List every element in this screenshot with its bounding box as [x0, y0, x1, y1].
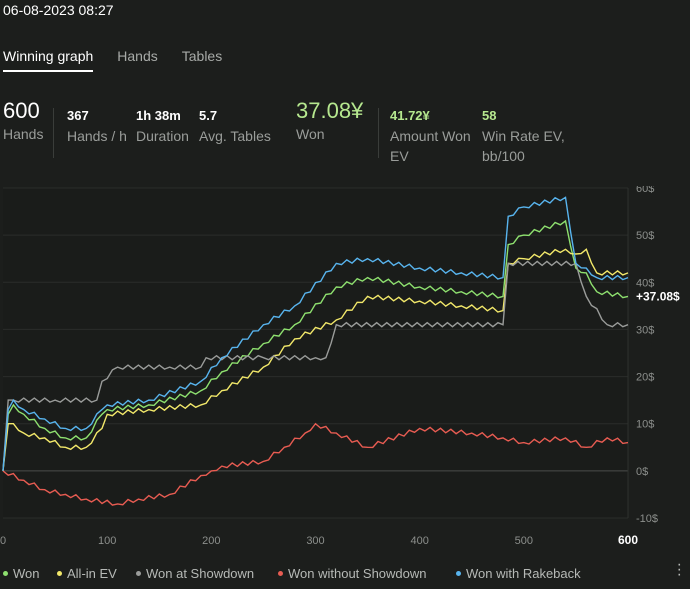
legend-label: Won without Showdown: [288, 566, 427, 581]
stat-amount-won-ev-value: 41.72¥: [390, 108, 430, 123]
series-line-won-at-showdown: [2, 260, 629, 471]
tab-bar: Winning graph Hands Tables: [3, 48, 246, 72]
series-line-won-without-showdown: [2, 422, 629, 506]
legend-item-won-at-showdown[interactable]: Won at Showdown: [136, 566, 254, 581]
stat-divider: [378, 108, 379, 158]
stat-won: 37.08¥ Won: [296, 98, 363, 144]
legend-dot-icon: [136, 571, 141, 577]
stat-duration: 1h 38m Duration: [136, 108, 189, 146]
y-tick-label: 60$: [636, 186, 654, 195]
stat-avg-tables: 5.7 Avg. Tables: [199, 108, 271, 146]
legend-label: Won with Rakeback: [466, 566, 581, 581]
y-tick-label: -10$: [636, 513, 658, 525]
stat-won-label: Won: [296, 126, 325, 142]
stat-avg-tables-value: 5.7: [199, 108, 218, 123]
legend-item-won-without-showdown[interactable]: Won without Showdown: [278, 566, 427, 581]
x-tick-label: 100: [98, 535, 116, 547]
stat-win-rate-ev: 58 Win Rate EV, bb/100: [482, 108, 567, 166]
legend-item-won-with-rakeback[interactable]: Won with Rakeback: [456, 566, 581, 581]
tab-winning-graph[interactable]: Winning graph: [3, 48, 94, 72]
stat-hands-per-hour: 367 Hands / h: [67, 108, 127, 146]
stat-win-rate-ev-label: Win Rate EV, bb/100: [482, 128, 565, 164]
stat-hph-value: 367: [67, 108, 89, 123]
y-tick-label: 50$: [636, 230, 654, 242]
x-tick-label: 500: [515, 535, 533, 547]
x-tick-label: 600: [618, 533, 638, 547]
legend-label: Won: [13, 566, 40, 581]
stat-win-rate-ev-value: 58: [482, 108, 497, 123]
legend-label: Won at Showdown: [146, 566, 255, 581]
series-line-won: [2, 219, 629, 471]
chart-legend: Won All-in EV Won at Showdown Won withou…: [0, 566, 690, 584]
stat-amount-won-ev: 41.72¥ Amount Won EV: [390, 108, 475, 166]
stat-hands: 600 Hands: [3, 98, 43, 144]
won-end-label: +37.08$: [636, 289, 680, 303]
legend-item-won[interactable]: Won: [3, 566, 40, 581]
stats-bar: 600 Hands 367 Hands / h 1h 38m Duration …: [0, 98, 690, 168]
stat-won-value: 37.08¥: [296, 98, 364, 123]
x-tick-label: 400: [410, 535, 428, 547]
legend-dot-icon: [57, 571, 62, 577]
plot-area: [3, 188, 628, 518]
stat-hph-label: Hands / h: [67, 128, 127, 144]
tab-tables[interactable]: Tables: [181, 48, 223, 64]
series-line-all-in-ev: [2, 248, 629, 471]
vertical-dots-icon[interactable]: · · ·: [676, 556, 682, 583]
tab-hands[interactable]: Hands: [117, 48, 158, 64]
stat-duration-value: 1h 38m: [136, 108, 181, 123]
winning-graph-chart: 60$ 50$ 40$ 30$ 20$ 10$ 0$ -10$ 0 100 200 300 400 500…: [0, 186, 680, 547]
legend-label: All-in EV: [67, 566, 117, 581]
legend-dot-icon: [3, 571, 8, 577]
x-tick-label: 0: [0, 535, 6, 547]
stat-hands-value: 600: [3, 98, 40, 123]
stat-hands-label: Hands: [3, 126, 44, 142]
stat-divider: [53, 108, 54, 158]
y-tick-label: 30$: [636, 324, 654, 336]
y-tick-label: 0$: [636, 466, 648, 478]
y-tick-label: 10$: [636, 419, 654, 431]
session-datetime: 06-08-2023 08:27: [3, 2, 114, 18]
y-tick-label: 40$: [636, 277, 654, 289]
stat-duration-label: Duration: [136, 128, 189, 144]
y-tick-label: 20$: [636, 372, 654, 384]
stat-amount-won-ev-label: Amount Won EV: [390, 128, 471, 164]
legend-dot-icon: [456, 571, 461, 577]
series-line-won-with-rakeback: [2, 196, 629, 471]
legend-dot-icon: [278, 571, 283, 577]
x-tick-label: 200: [202, 535, 220, 547]
x-tick-label: 300: [306, 535, 324, 547]
legend-item-all-in-ev[interactable]: All-in EV: [57, 566, 117, 581]
stat-avg-tables-label: Avg. Tables: [199, 128, 271, 144]
